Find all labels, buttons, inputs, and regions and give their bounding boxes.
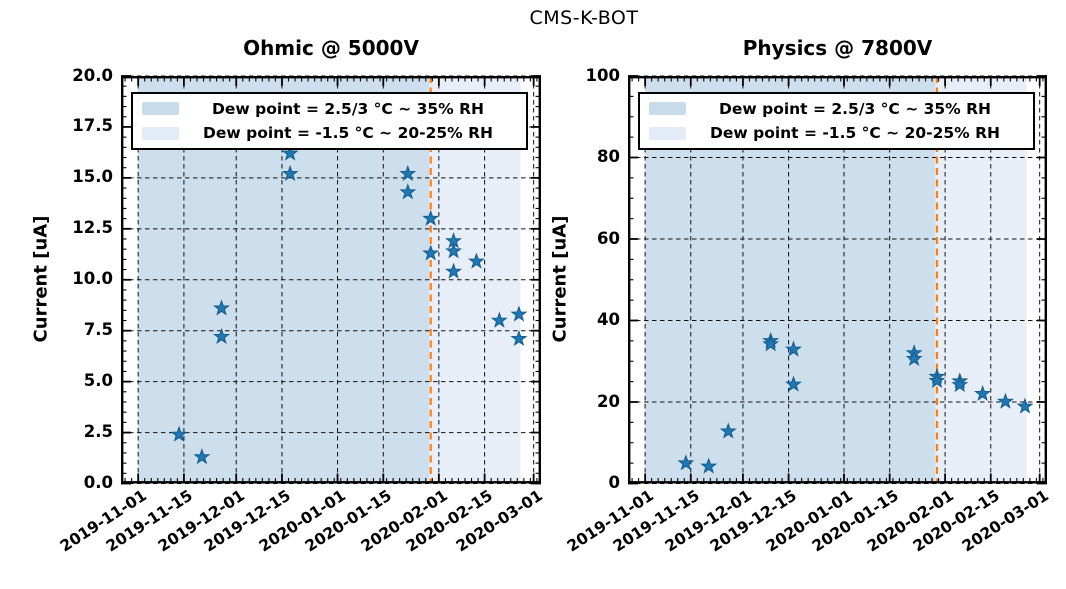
legend-swatch-dewpoint-low-icon (142, 126, 179, 140)
y-tick-label: 0.0 (83, 473, 113, 492)
y-tick-label: 12.5 (72, 218, 113, 238)
data-point-star (928, 371, 946, 388)
data-point-star (170, 425, 188, 442)
data-point-star (785, 375, 802, 392)
legend-label-dewpoint-low: Dew point = -1.5 °C ~ 20-25% RH (710, 124, 1000, 142)
data-point-star (445, 241, 463, 258)
legend-swatch-dewpoint-high-icon (649, 102, 686, 116)
axes-spine (121, 75, 542, 484)
y-tick-label: 60 (597, 228, 620, 248)
data-point-star (996, 392, 1014, 409)
data-point-star (213, 298, 230, 315)
data-point-star (193, 447, 211, 464)
data-point-star (951, 375, 969, 392)
plot-title-physics: Physics @ 7800V (742, 36, 933, 60)
data-point-star (510, 304, 528, 322)
legend-swatch-dewpoint-high-icon (142, 102, 179, 116)
y-tick-label: 100 (585, 65, 620, 85)
axes-spine (628, 75, 1048, 484)
y-tick-label: 5.0 (83, 371, 113, 391)
data-point-star (399, 164, 417, 181)
data-point-star (422, 209, 440, 226)
data-point-star (677, 453, 695, 470)
legend-entry-dewpoint-high: Dew point = 2.5/3 °C ~ 35% RH (649, 99, 1024, 119)
data-point-star (281, 144, 299, 161)
legend-entry-dewpoint-high: Dew point = 2.5/3 °C ~ 35% RH (142, 99, 517, 119)
data-point-star (785, 340, 802, 357)
legend-swatch-dewpoint-low-icon (649, 126, 686, 140)
data-point-star (490, 311, 508, 328)
data-point-star (422, 243, 440, 260)
y-tick-label: 20 (597, 391, 620, 411)
y-tick-label: 7.5 (83, 320, 113, 340)
plot-title-ohmic: Ohmic @ 5000V (243, 36, 419, 60)
data-point-star (510, 329, 528, 346)
y-tick-label: 20.0 (72, 65, 113, 85)
y-tick-label: 2.5 (83, 422, 113, 442)
data-point-star (762, 334, 780, 351)
y-tick-label: 10.0 (72, 269, 113, 289)
data-point-star (399, 182, 417, 199)
data-point-star (213, 327, 230, 344)
legend-ohmic: Dew point = 2.5/3 °C ~ 35% RH Dew point … (131, 92, 528, 150)
data-point-star (974, 384, 992, 401)
y-tick-label: 15.0 (72, 167, 113, 187)
data-point-star (467, 252, 485, 269)
legend-entry-dewpoint-low: Dew point = -1.5 °C ~ 20-25% RH (142, 123, 517, 143)
legend-entry-dewpoint-low: Dew point = -1.5 °C ~ 20-25% RH (649, 123, 1024, 143)
figure-suptitle: CMS-K-BOT (529, 7, 639, 29)
y-tick-label: 80 (597, 147, 620, 166)
data-point-star (445, 262, 463, 279)
data-point-star (719, 421, 737, 439)
data-point-star (905, 349, 923, 366)
y-tick-label: 40 (597, 310, 620, 329)
legend-label-dewpoint-high: Dew point = 2.5/3 °C ~ 35% RH (719, 99, 991, 118)
data-point-star (700, 456, 718, 474)
legend-label-dewpoint-low: Dew point = -1.5 °C ~ 20-25% RH (203, 124, 493, 142)
legend-label-dewpoint-high: Dew point = 2.5/3 °C ~ 35% RH (212, 99, 484, 118)
y-tick-label: 17.5 (72, 116, 113, 136)
y-tick-label: 0 (608, 473, 620, 492)
legend-physics: Dew point = 2.5/3 °C ~ 35% RH Dew point … (638, 92, 1035, 150)
data-point-star (281, 164, 299, 181)
data-point-star (1016, 397, 1034, 414)
